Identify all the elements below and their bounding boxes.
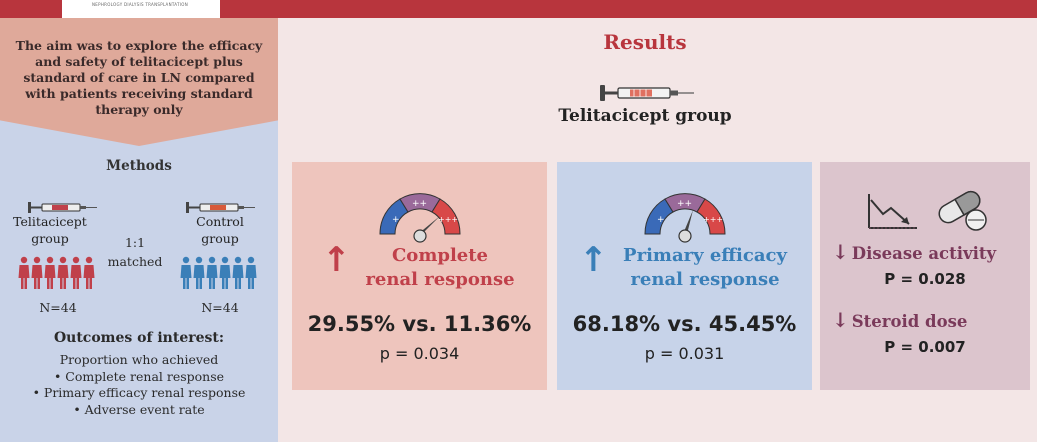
card2-p-value: p = 0.031 bbox=[644, 344, 725, 363]
ratio-line2: matched bbox=[107, 254, 163, 269]
aim-banner bbox=[0, 18, 278, 146]
disease-activity-row: ↓ Disease activity bbox=[832, 240, 1022, 264]
telitacicept-people-icon bbox=[18, 256, 95, 289]
group1-n: N=44 bbox=[39, 300, 77, 315]
syringe-icon bbox=[186, 202, 255, 213]
outcome-item: • Complete renal response bbox=[53, 368, 225, 384]
ratio-label: 1:1 matched bbox=[105, 233, 165, 271]
group1-line2: group bbox=[31, 231, 69, 246]
results-title: Results bbox=[603, 30, 687, 54]
outcomes-title: Outcomes of interest: bbox=[53, 330, 225, 346]
group2-line1: Control bbox=[196, 214, 244, 229]
card1-heading: Complete renal response bbox=[350, 244, 530, 292]
card1-values: 29.55% vs. 11.36% bbox=[307, 312, 532, 336]
outcomes-intro: Proportion who achieved bbox=[59, 352, 219, 367]
logo-text: NEPHROLOGY DIALYSIS TRANSPLANTATION bbox=[92, 2, 188, 7]
svg-text:+++: +++ bbox=[703, 215, 723, 224]
card1-line1: Complete bbox=[391, 245, 489, 266]
card2-line1: Primary efficacy bbox=[623, 245, 787, 266]
steroid-dose-label: Steroid dose bbox=[851, 312, 968, 331]
svg-text:+: + bbox=[392, 215, 400, 225]
up-arrow-icon: ↑ bbox=[579, 240, 608, 280]
svg-text:++: ++ bbox=[412, 199, 427, 209]
logo-box: NEPHROLOGY DIALYSIS TRANSPLANTATION bbox=[62, 0, 220, 18]
steroid-dose-row: ↓ Steroid dose bbox=[832, 308, 1022, 332]
svg-text:++: ++ bbox=[677, 199, 692, 209]
card2-line2: renal response bbox=[630, 269, 780, 290]
group2-line2: group bbox=[201, 231, 239, 246]
ratio-line1: 1:1 bbox=[124, 235, 146, 250]
up-arrow-icon: ↑ bbox=[322, 240, 351, 280]
syringe-icon bbox=[600, 85, 694, 101]
card2-heading: Primary efficacy renal response bbox=[605, 244, 805, 292]
card1-line2: renal response bbox=[365, 269, 515, 290]
declining-chart-icon bbox=[868, 194, 917, 229]
outcome-item: • Adverse event rate bbox=[73, 401, 205, 417]
top-bar bbox=[0, 0, 1037, 18]
svg-text:+++: +++ bbox=[438, 215, 458, 224]
telitacicept-group-title: Telitacicept group bbox=[558, 106, 732, 126]
gauge-icon: + ++ +++ bbox=[644, 193, 726, 243]
syringe-icon bbox=[28, 202, 97, 213]
disease-activity-label: Disease activity bbox=[851, 244, 997, 263]
group2-n: N=44 bbox=[201, 300, 239, 315]
down-arrow-icon: ↓ bbox=[832, 308, 849, 332]
methods-title: Methods bbox=[106, 158, 172, 174]
primary-efficacy-card: + ++ +++ ↑ Primary efficacy renal respon… bbox=[557, 162, 812, 390]
control-group-label: Control group bbox=[180, 213, 260, 247]
left-panel: The aim was to explore the efficacy and … bbox=[0, 18, 278, 442]
disease-activity-p: P = 0.028 bbox=[884, 270, 966, 288]
aim-text: The aim was to explore the efficacy and … bbox=[15, 38, 263, 117]
card2-values: 68.18% vs. 45.45% bbox=[572, 312, 797, 336]
down-arrow-icon: ↓ bbox=[832, 240, 849, 264]
outcomes-list: Proportion who achieved • Complete renal… bbox=[0, 352, 278, 418]
complete-renal-response-card: + ++ +++ ↑ Complete renal response 29.55… bbox=[292, 162, 547, 390]
gauge-icon: + ++ +++ bbox=[379, 193, 461, 243]
steroid-dose-p: P = 0.007 bbox=[884, 338, 966, 356]
outcome-item: • Primary efficacy renal response bbox=[32, 385, 246, 400]
secondary-outcomes-card: ↓ Disease activity P = 0.028 ↓ Steroid dos… bbox=[820, 162, 1030, 390]
group1-line1: Telitacicept bbox=[13, 214, 87, 229]
control-people-icon bbox=[180, 256, 257, 289]
card1-p-value: p = 0.034 bbox=[379, 344, 460, 363]
pill-icon bbox=[938, 190, 987, 231]
svg-text:+: + bbox=[657, 215, 665, 225]
telitacicept-group-label: Telitacicept group bbox=[10, 213, 90, 247]
